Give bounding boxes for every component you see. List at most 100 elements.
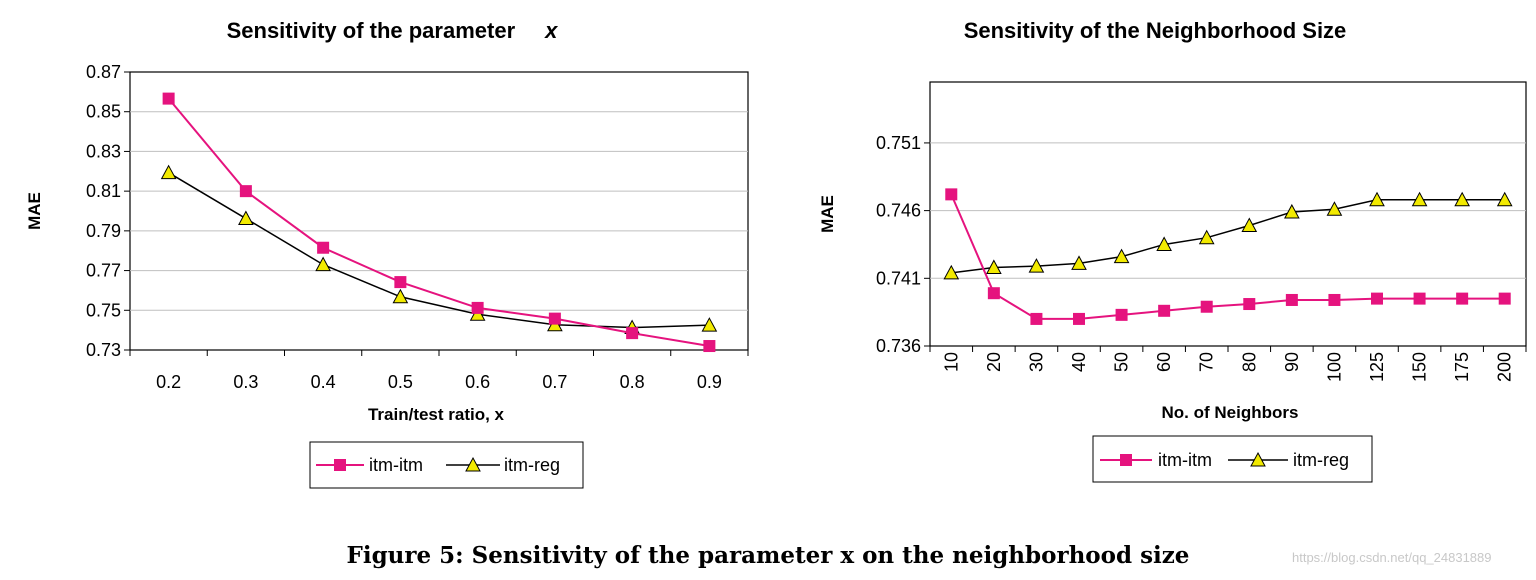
chart-1-legend: itm-itm itm-reg — [309, 441, 584, 489]
data-point-itm-reg — [238, 210, 254, 226]
chart-2-x-ticks: 10 20 30 40 50 60 70 80 90 100 125 150 175 200 — [929, 346, 1527, 382]
data-point-itm-reg — [1326, 201, 1343, 216]
x-tick-label: 70 — [1197, 352, 1217, 372]
x-tick-label: 90 — [1282, 352, 1302, 372]
chart-2-y-axis-label: MAE — [818, 195, 837, 233]
x-tick-label: 50 — [1112, 352, 1132, 372]
y-tick-label: 0.741 — [876, 268, 921, 288]
x-tick-label: 0.3 — [233, 372, 258, 392]
chart-2-legend-label-1: itm-itm — [1158, 450, 1212, 470]
x-tick-label: 200 — [1495, 352, 1515, 382]
x-tick-label: 150 — [1410, 352, 1430, 382]
y-tick-label: 0.736 — [876, 336, 921, 356]
data-point-itm-itm — [1030, 312, 1043, 325]
chart-1-x-ticks: 0.2 0.3 0.4 0.5 0.6 0.7 0.8 0.9 — [129, 350, 749, 392]
data-point-itm-reg — [986, 259, 1002, 274]
chart-2-gridlines — [930, 142, 1526, 279]
series-line-itm-reg — [951, 199, 1505, 274]
x-tick-label: 100 — [1324, 352, 1344, 382]
data-point-itm-itm — [1371, 292, 1383, 305]
data-point-itm-reg — [1411, 191, 1428, 207]
data-point-itm-reg — [1028, 258, 1045, 273]
chart-1-y-axis-label: MAE — [25, 192, 44, 230]
data-point-itm-itm — [394, 276, 407, 289]
data-point-itm-itm — [1328, 293, 1341, 306]
watermark-text: https://blog.csdn.net/qq_24831889 — [1292, 550, 1492, 565]
legend-triangle-marker — [1250, 451, 1266, 467]
data-point-itm-itm — [987, 287, 1000, 300]
chart-1-x-axis-label: Train/test ratio, x — [368, 405, 505, 424]
x-tick-label: 125 — [1367, 352, 1387, 382]
data-point-itm-reg — [392, 288, 409, 304]
data-point-itm-reg — [1369, 191, 1385, 207]
data-point-itm-itm — [317, 241, 330, 254]
chart-1-title: Sensitivity of the parameter x — [227, 18, 559, 43]
chart-2-series — [943, 188, 1513, 325]
data-point-itm-reg — [1454, 191, 1470, 207]
data-point-itm-itm — [1158, 304, 1171, 317]
chart-2: Sensitivity of the Neighborhood Size 0.7… — [818, 18, 1527, 483]
data-point-itm-reg — [1198, 229, 1215, 245]
data-point-itm-itm — [1243, 298, 1256, 311]
x-tick-label: 40 — [1069, 352, 1089, 372]
y-tick-label: 0.79 — [86, 221, 121, 241]
x-tick-label: 60 — [1154, 352, 1174, 372]
y-tick-label: 0.87 — [86, 62, 121, 82]
chart-1-series — [160, 92, 718, 353]
y-tick-label: 0.81 — [86, 181, 121, 201]
data-point-itm-itm — [239, 185, 252, 198]
x-tick-label: 0.7 — [542, 372, 567, 392]
series-line-itm-reg — [168, 172, 710, 329]
x-tick-label: 0.6 — [465, 372, 490, 392]
data-point-itm-itm — [471, 301, 484, 314]
y-tick-label: 0.746 — [876, 201, 921, 221]
data-point-itm-reg — [1241, 217, 1258, 233]
data-point-itm-reg — [1496, 191, 1513, 207]
chart-1-legend-label-2: itm-reg — [504, 455, 560, 475]
figure-caption: Figure 5: Sensitivity of the parameter x… — [0, 542, 1536, 569]
data-point-itm-reg — [315, 256, 331, 272]
chart-1-legend-label-1: itm-itm — [369, 455, 423, 475]
x-tick-label: 20 — [984, 352, 1004, 372]
data-point-itm-itm — [703, 340, 716, 353]
chart-1-gridlines — [130, 111, 748, 311]
chart-2-y-ticks: 0.736 0.741 0.746 0.751 — [876, 133, 930, 356]
series-line-itm-itm — [950, 193, 1505, 320]
data-point-itm-reg — [1284, 203, 1300, 219]
y-tick-label: 0.75 — [86, 300, 121, 320]
y-tick-label: 0.73 — [86, 340, 121, 360]
data-point-itm-itm — [945, 188, 958, 201]
x-tick-label: 80 — [1239, 352, 1259, 372]
x-tick-label: 0.8 — [620, 372, 645, 392]
x-tick-label: 0.2 — [156, 372, 181, 392]
data-point-itm-itm — [626, 327, 639, 340]
x-tick-label: 0.9 — [697, 372, 722, 392]
data-point-itm-reg — [701, 317, 718, 332]
x-tick-label: 30 — [1026, 352, 1046, 372]
data-point-itm-reg — [1156, 236, 1172, 251]
data-point-itm-itm — [1498, 292, 1511, 305]
data-point-itm-reg — [160, 164, 177, 180]
chart-2-legend-label-2: itm-reg — [1293, 450, 1349, 470]
data-point-itm-itm — [1456, 292, 1469, 305]
x-tick-label: 175 — [1452, 352, 1472, 382]
data-point-itm-reg — [1071, 255, 1087, 270]
chart-1-plot-area — [129, 71, 749, 351]
chart-2-title: Sensitivity of the Neighborhood Size — [964, 18, 1347, 43]
data-point-itm-itm — [1200, 300, 1213, 313]
x-tick-label: 10 — [941, 352, 961, 372]
y-tick-label: 0.83 — [86, 141, 121, 161]
figure-canvas: Sensitivity of the parameter x 0.73 0.75 0.… — [25, 18, 1527, 489]
data-point-itm-itm — [548, 312, 561, 325]
legend-square-marker — [334, 459, 346, 471]
x-tick-label: 0.4 — [311, 372, 336, 392]
chart-1: Sensitivity of the parameter x 0.73 0.75 0.… — [25, 18, 749, 489]
y-tick-label: 0.85 — [86, 102, 121, 122]
data-point-itm-reg — [943, 264, 960, 280]
caption-text: Figure 5: Sensitivity of the parameter x… — [346, 542, 1190, 569]
data-point-itm-reg — [1113, 248, 1130, 264]
legend-square-marker — [1120, 454, 1132, 466]
data-point-itm-itm — [1115, 308, 1128, 321]
y-tick-label: 0.751 — [876, 133, 921, 153]
chart-2-legend: itm-itm itm-reg — [1092, 435, 1373, 483]
